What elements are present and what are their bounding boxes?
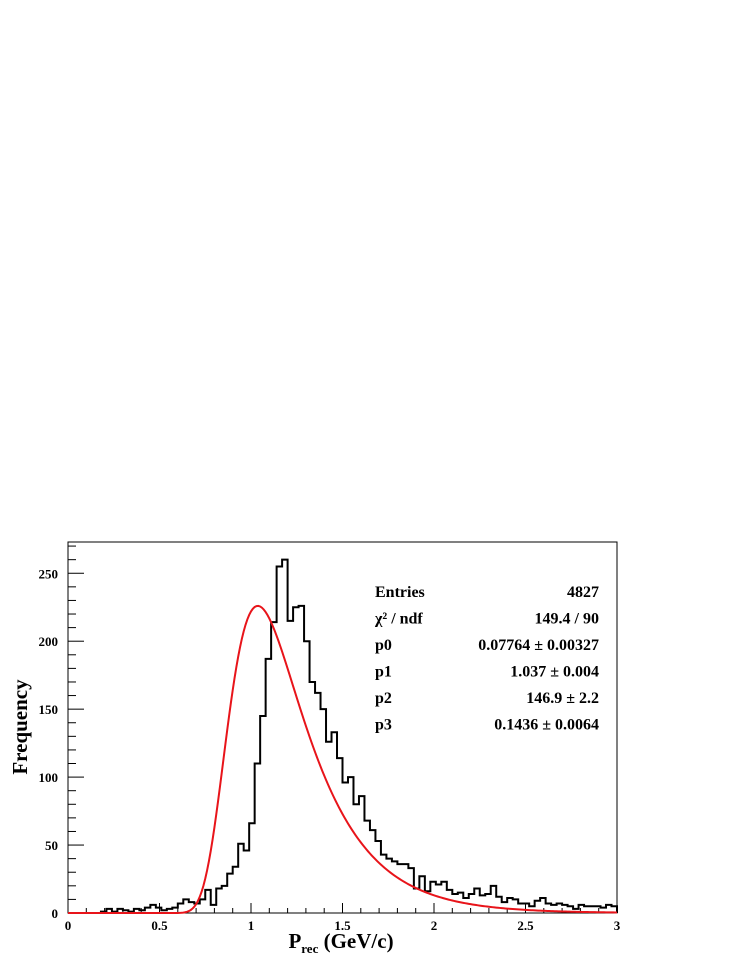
histogram-bin: [392, 861, 397, 913]
stats-label: p3: [375, 717, 392, 734]
histogram-bin: [271, 622, 276, 913]
histogram-bin: [343, 783, 348, 913]
x-axis-title-subscript: rec: [301, 941, 318, 956]
x-tick-label: 2.5: [517, 918, 534, 933]
histogram-bin: [370, 830, 375, 913]
y-tick-labels: 0 50 100 150 200 250: [39, 566, 59, 921]
y-tick-label: 100: [39, 770, 59, 785]
stats-value: 0.07764 ± 0.00327: [478, 637, 599, 654]
histogram-bin: [364, 821, 369, 913]
histogram-bin: [244, 850, 249, 913]
stats-value: 146.9 ± 2.2: [526, 690, 599, 707]
x-tick-label: 1.5: [334, 918, 351, 933]
fit-curve: [68, 604, 618, 914]
x-tick-label: 0.5: [151, 918, 168, 933]
histogram-bin: [485, 894, 490, 913]
histogram-bin: [397, 864, 402, 913]
x-tick-label: 0: [65, 918, 72, 933]
histogram-bin: [288, 621, 293, 913]
stats-box: Entries 4827 χ² / ndf 149.4 / 90 p0 0.07764 ±…: [374, 584, 599, 734]
x-axis-title-main: P: [288, 929, 301, 953]
stats-value: 0.1436 ± 0.0064: [494, 717, 599, 734]
histogram-bin: [222, 886, 227, 913]
histogram-bin: [452, 894, 457, 913]
stats-label: p0: [375, 637, 392, 654]
y-tick-label: 0: [52, 906, 59, 921]
stats-value: 149.4 / 90: [535, 611, 599, 628]
histogram-bin: [332, 732, 337, 913]
y-tick-label: 200: [39, 634, 59, 649]
histogram-bin: [414, 889, 419, 913]
stats-label: p2: [375, 690, 392, 707]
histogram-bin: [381, 855, 386, 913]
histogram-bin: [211, 905, 216, 913]
histogram-bin: [386, 859, 391, 913]
y-tick-label: 150: [39, 702, 59, 717]
stats-value: 4827: [567, 584, 599, 601]
histogram-bin: [463, 898, 468, 913]
y-tick-label: 250: [39, 566, 59, 581]
histogram-bin: [403, 864, 408, 913]
y-tick-label: 50: [45, 838, 58, 853]
x-tick-label: 1: [248, 918, 255, 933]
stats-label: Entries: [375, 584, 425, 601]
histogram-bin: [480, 895, 485, 913]
histogram-bin: [436, 884, 441, 913]
stats-label: χ² / ndf: [374, 611, 423, 628]
histogram-bin: [299, 606, 304, 913]
histogram-bin: [353, 804, 358, 913]
histogram-bin: [518, 903, 523, 913]
histogram-outline: [68, 558, 618, 914]
x-tick-label: 3: [614, 918, 621, 933]
histogram-bin: [293, 607, 298, 913]
histogram-bin: [326, 742, 331, 913]
x-tick-label: 2: [431, 918, 438, 933]
y-axis-title: Frequency: [8, 679, 32, 775]
stats-label: p1: [375, 664, 392, 681]
x-axis-title: Prec (GeV/c): [288, 929, 393, 956]
stats-value: 1.037 ± 0.004: [510, 664, 599, 681]
histogram-bin: [315, 693, 320, 913]
x-axis-title-rest: (GeV/c): [318, 929, 393, 953]
x-tick-labels: 0 0.5 1 1.5 2 2.5 3: [65, 918, 621, 933]
histogram-bin: [310, 682, 315, 913]
